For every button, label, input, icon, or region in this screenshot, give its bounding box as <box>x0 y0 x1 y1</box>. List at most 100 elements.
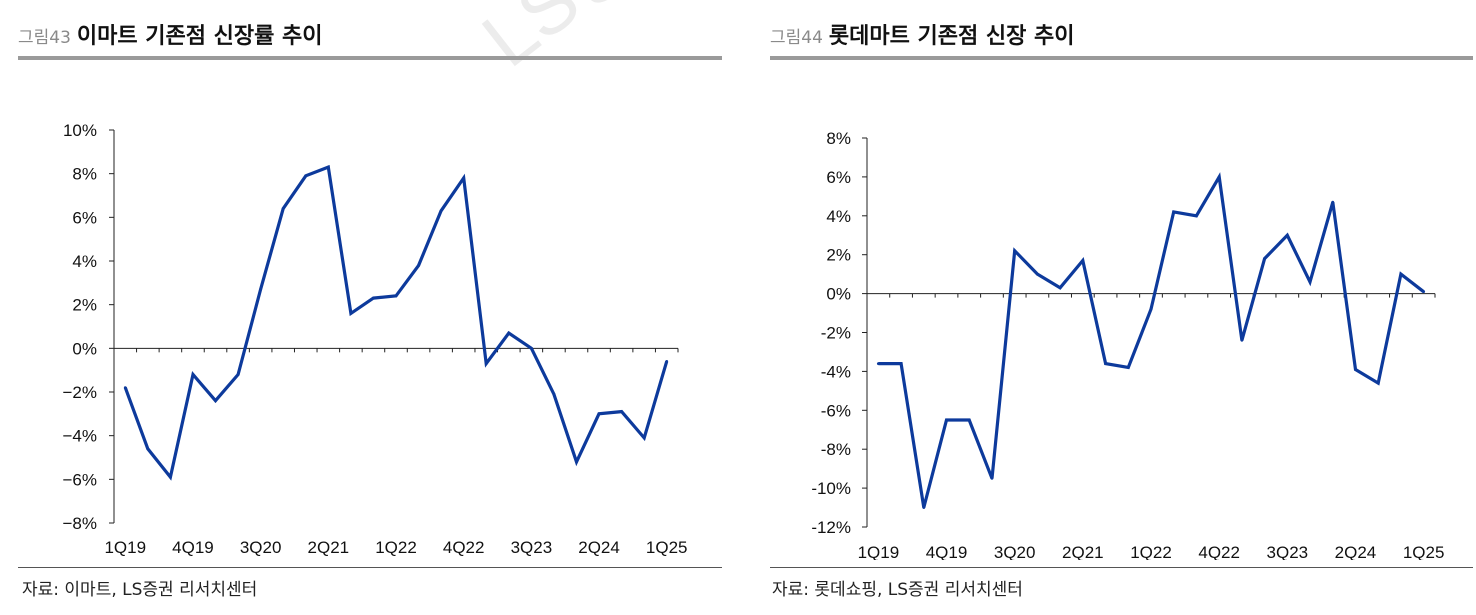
y-tick-label: -2% <box>821 324 851 343</box>
x-tick-label: 1Q22 <box>1130 543 1172 560</box>
data-point <box>281 207 285 211</box>
data-point <box>1399 272 1403 276</box>
data-point <box>899 362 903 366</box>
source-note: 자료: 롯데쇼핑, LS증권 리서치센터 <box>772 580 1023 600</box>
y-tick-label: -10% <box>811 479 851 498</box>
data-point <box>507 331 511 335</box>
data-point <box>1013 249 1017 253</box>
data-point <box>597 412 601 416</box>
data-point <box>1126 366 1130 369</box>
y-tick-label: -6% <box>821 401 851 420</box>
data-point <box>967 418 971 422</box>
figure-title: 그림43 이마트 기존점 신장률 추이 <box>18 18 323 50</box>
data-point <box>1217 175 1221 179</box>
x-tick-label: 4Q22 <box>1198 543 1240 560</box>
y-tick-label: −2% <box>63 383 98 402</box>
x-tick-label: 2Q24 <box>1335 543 1377 560</box>
x-tick-label: 1Q19 <box>104 538 146 557</box>
x-tick-label: 3Q23 <box>1267 543 1309 560</box>
title-divider <box>770 56 1473 60</box>
data-point <box>1104 362 1107 366</box>
y-tick-label: -4% <box>821 362 851 381</box>
data-point <box>642 436 646 440</box>
line-chart-lottemart: 8% 6% 4% 2% 0% -2% -4% -6% -8% -10% -12% 1Q19 4Q19 3Q… <box>811 129 1445 560</box>
data-point <box>575 460 578 464</box>
data-point <box>439 209 443 213</box>
data-point <box>1081 259 1085 262</box>
x-tick-label: 1Q25 <box>1403 543 1445 560</box>
chart-panel-emart: 그림43 이마트 기존점 신장률 추이 10% 8% 6% 4% 2% 0% −2% −4% −6… <box>0 0 730 615</box>
x-tick-label: 3Q20 <box>994 543 1036 560</box>
data-point <box>417 263 420 267</box>
x-tick-label: 2Q21 <box>1062 543 1104 560</box>
y-tick-label: 0% <box>826 285 851 304</box>
data-point <box>191 373 195 376</box>
title-divider <box>18 56 722 60</box>
data-point <box>1422 290 1426 294</box>
y-tick-label: 6% <box>826 168 851 187</box>
x-tick-label: 4Q19 <box>172 538 214 557</box>
chart-title: 롯데마트 기존점 신장 추이 <box>828 24 1075 49</box>
y-tick-label: −6% <box>63 470 98 489</box>
y-tick-label: -8% <box>821 440 851 459</box>
data-point <box>1036 272 1039 276</box>
data-point <box>922 506 926 509</box>
x-tick-label: 2Q21 <box>308 538 350 557</box>
y-tick-label: 6% <box>72 208 97 227</box>
data-point <box>123 386 127 390</box>
y-tick-label: 0% <box>72 339 97 358</box>
x-tick-label: 1Q25 <box>646 538 688 557</box>
data-point <box>620 410 623 414</box>
y-tick-label: −8% <box>63 514 98 533</box>
data-point <box>259 287 263 291</box>
data-point <box>349 312 353 315</box>
chart-panel-lottemart: 그림44 롯데마트 기존점 신장 추이 8% 6% 4% 2% 0% -2% -4% -6% -8… <box>760 0 1476 615</box>
figure-number: 그림43 <box>18 28 71 48</box>
data-point <box>876 362 880 366</box>
y-tick-label: 8% <box>826 129 851 148</box>
line-chart-emart: 10% 8% 6% 4% 2% 0% −2% −4% −6% −8% 1Q19 4Q19 3Q20 2Q2… <box>63 121 688 557</box>
y-tick-label: 4% <box>72 252 97 271</box>
figure-title: 그림44 롯데마트 기존점 신장 추이 <box>770 18 1075 50</box>
x-tick-label: 1Q19 <box>858 543 900 560</box>
x-tick-label: 4Q22 <box>443 538 485 557</box>
data-point <box>1195 214 1198 218</box>
source-divider <box>18 567 722 568</box>
data-point <box>1376 381 1380 385</box>
data-point <box>552 392 556 396</box>
data-point <box>529 346 533 350</box>
series-line <box>878 172 1425 508</box>
x-tick-label: 3Q23 <box>511 538 553 557</box>
data-point <box>169 475 172 479</box>
y-tick-label: -12% <box>811 518 851 537</box>
series-line <box>123 164 669 481</box>
data-point <box>1149 307 1153 311</box>
chart-title: 이마트 기존점 신장률 추이 <box>76 24 323 49</box>
data-point <box>326 165 330 169</box>
data-point <box>1308 280 1312 284</box>
data-point <box>236 373 240 376</box>
data-point <box>1263 257 1266 260</box>
source-divider <box>770 567 1473 568</box>
y-tick-label: 2% <box>72 296 97 315</box>
x-tick-label: 3Q20 <box>240 538 282 557</box>
y-tick-label: 4% <box>826 207 851 226</box>
data-point <box>1172 210 1176 214</box>
data-point <box>1285 233 1289 237</box>
data-point <box>1354 368 1357 371</box>
data-point <box>304 174 308 178</box>
data-point <box>146 447 150 451</box>
x-tick-label: 1Q22 <box>375 538 417 557</box>
y-tick-label: 8% <box>72 165 97 184</box>
data-point <box>990 476 994 480</box>
y-tick-label: 2% <box>826 246 851 265</box>
source-note: 자료: 이마트, LS증권 리서치센터 <box>22 580 258 600</box>
figure-number: 그림44 <box>770 28 823 48</box>
x-tick-label: 2Q24 <box>578 538 620 557</box>
data-point <box>1240 338 1244 342</box>
data-point <box>394 294 398 298</box>
data-point <box>372 296 375 300</box>
data-point <box>214 399 217 403</box>
data-point <box>1331 200 1335 204</box>
data-point <box>484 362 488 366</box>
